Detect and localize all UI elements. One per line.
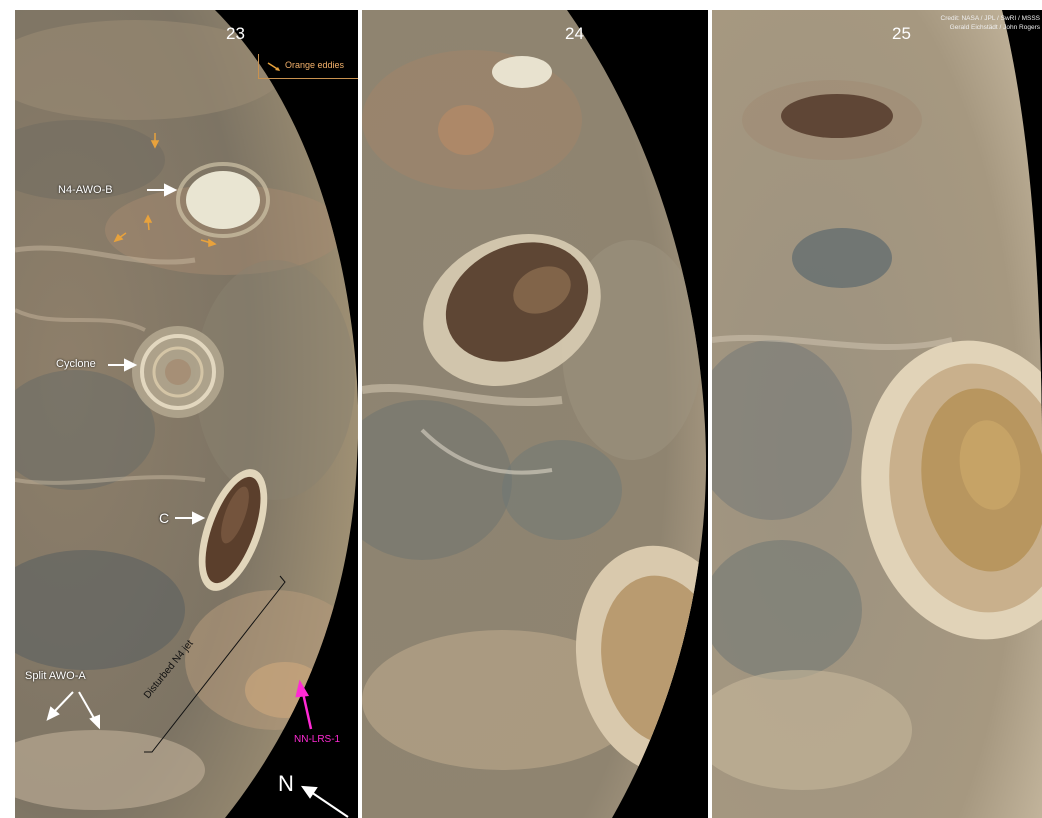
credit-text: Credit: NASA / JPL / SwRI / MSSS Gerald … (941, 14, 1040, 32)
orange-arrow-icon (267, 62, 280, 71)
panel-number: 23 (226, 24, 245, 43)
panel-24: 24 (362, 10, 708, 818)
panel-23: 23 Orange eddies N4-AWO-B Cyclone C Spli… (15, 10, 358, 818)
legend: Orange eddies (258, 54, 358, 79)
label-c: C (159, 510, 170, 526)
label-n4-awo-b: N4-AWO-B (58, 184, 113, 196)
label-split-awo-a: Split AWO-A (25, 670, 86, 682)
panel-25: 25 Credit: NASA / JPL / SwRI / MSSS Gera… (712, 10, 1042, 818)
legend-label: Orange eddies (285, 60, 345, 70)
panel-23-planet-image (15, 10, 358, 818)
label-nn-lrs-1: NN-LRS-1 (294, 734, 341, 745)
panel-24-planet-image (362, 10, 707, 818)
label-cyclone: Cyclone (56, 358, 96, 370)
north-label: N (278, 771, 294, 796)
panel-number: 24 (565, 24, 584, 43)
credit-line-1: Credit: NASA / JPL / SwRI / MSSS (940, 15, 1040, 22)
panel-number: 25 (892, 24, 911, 43)
panel-25-planet-image (712, 10, 1042, 818)
credit-line-2: Gerald Eichstädt / John Rogers (949, 24, 1040, 31)
